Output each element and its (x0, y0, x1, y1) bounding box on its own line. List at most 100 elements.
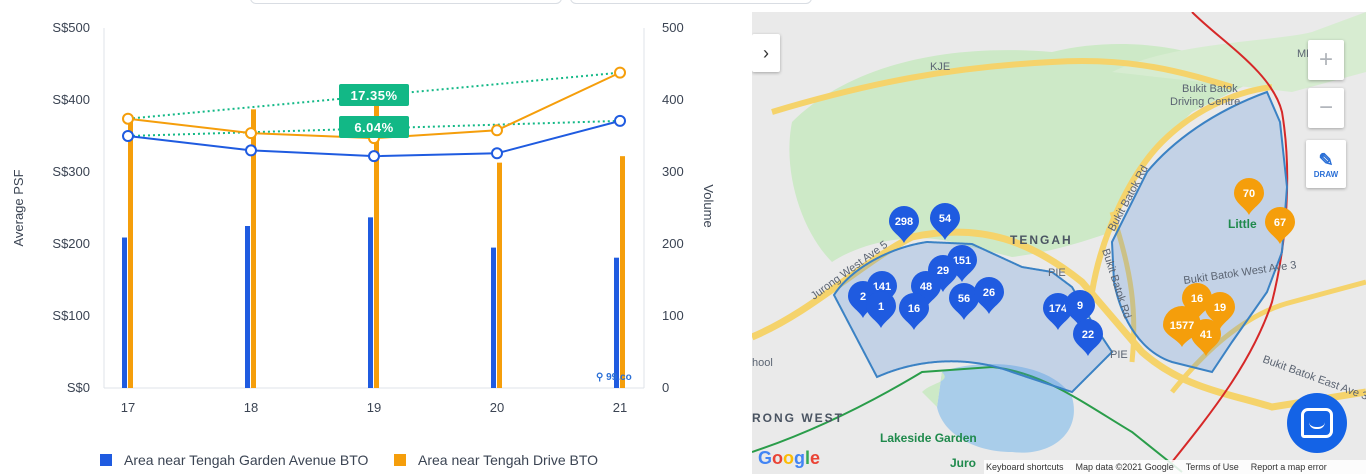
x-tick: 17 (121, 400, 135, 415)
map-pin-count: 41 (1200, 329, 1212, 341)
label-tengah: TENGAH (1010, 233, 1073, 247)
line-point (614, 114, 626, 127)
lake (937, 364, 1074, 453)
legend-item-tengah-drive[interactable]: Area near Tengah Drive BTO (394, 452, 598, 468)
map-pin-count: 16 (908, 303, 920, 315)
bar-garden-avenue (122, 237, 127, 388)
line-point (122, 130, 134, 142)
legend-swatch-orange (394, 454, 406, 466)
draw-button[interactable]: ✎ DRAW (1306, 140, 1346, 188)
map-pin-shape (1191, 319, 1221, 356)
x-tick: 20 (490, 400, 504, 415)
zoom-out-button[interactable]: − (1308, 88, 1344, 128)
map-pin-count: 29 (937, 265, 949, 277)
map-pin-orange[interactable]: 67 (1265, 207, 1295, 244)
road-bukit-batok-2 (1109, 211, 1137, 363)
map-pin-count: 151 (953, 255, 971, 267)
road-east (1170, 279, 1366, 394)
y-axis-title-left: Average PSF (11, 169, 26, 246)
trend-badge-label: 17.35% (350, 88, 397, 103)
label-pie: PIE (1048, 267, 1066, 279)
bar-tengah-drive (497, 162, 502, 388)
map-pin-blue[interactable]: 16 (899, 293, 929, 330)
line-point (245, 144, 257, 157)
chat-button[interactable] (1287, 393, 1347, 453)
map-pin-blue[interactable]: 9 (1065, 290, 1095, 327)
y-tick-left: S$100 (52, 308, 90, 323)
map-pin-count: 174 (1049, 303, 1068, 315)
trend-badge (339, 116, 409, 138)
map-pin-count: 19 (1214, 302, 1226, 314)
keyboard-shortcuts-link[interactable]: Keyboard shortcuts (986, 462, 1064, 472)
legend-swatch-blue (100, 454, 112, 466)
pencil-icon: ✎ (1318, 149, 1334, 170)
map-pin-count: 70 (1243, 188, 1255, 200)
map-pin-shape (1265, 207, 1295, 244)
y-tick-right: 100 (662, 308, 684, 323)
map-pin-shape (930, 203, 960, 240)
y-tick-right: 400 (662, 92, 684, 107)
map-pin-shape (1234, 178, 1264, 215)
map-pin-shape (1073, 319, 1103, 356)
map-pin-count: 1577 (1170, 320, 1194, 332)
bar-garden-avenue (491, 247, 496, 388)
map-pin-count: 26 (983, 287, 995, 299)
mrt-line-green (752, 365, 1183, 473)
map-pin-orange[interactable]: 41 (1191, 319, 1221, 356)
map-pin-count: 141 (873, 281, 891, 293)
map-pin-blue[interactable]: 54 (930, 203, 960, 240)
label-little: Little (1228, 217, 1257, 231)
expand-map-button[interactable]: › (752, 34, 780, 72)
legend-label: Area near Tengah Garden Avenue BTO (124, 452, 369, 468)
map-pin-blue[interactable]: 26 (974, 277, 1004, 314)
trend-badge (339, 84, 409, 106)
label-driving-centre: Driving Centre (1170, 96, 1240, 108)
map-pin-blue[interactable]: 56 (949, 283, 979, 320)
zoom-in-button[interactable]: + (1308, 40, 1344, 80)
map-pin-count: 48 (920, 281, 932, 293)
y-tick-right: 200 (662, 236, 684, 251)
y-tick-left: S$200 (52, 236, 90, 251)
bar-garden-avenue (368, 217, 373, 388)
y-axis-title-right: Volume (701, 184, 716, 227)
y-tick-right: 0 (662, 380, 669, 395)
map-pin-shape (889, 206, 919, 243)
map-pin-count: 16 (1191, 293, 1203, 305)
map-pin-count: 54 (939, 213, 952, 225)
map-canvas[interactable]: KJE TENGAH PIE PIE Bukit Batok Driving C… (752, 12, 1366, 474)
map-panel[interactable]: KJE TENGAH PIE PIE Bukit Batok Driving C… (752, 12, 1366, 474)
line-point (122, 112, 134, 125)
label-lakeside: Lakeside Garden (880, 431, 977, 445)
line-point (245, 127, 257, 140)
label-rong-west: RONG WEST (752, 411, 844, 425)
x-tick: 21 (613, 400, 627, 415)
map-footer: Keyboard shortcuts Map data ©2021 Google… (984, 460, 1366, 474)
bar-garden-avenue (245, 226, 250, 388)
map-pin-blue[interactable]: 1 (866, 291, 896, 328)
road-bukit-batok (1089, 84, 1273, 293)
legend-item-garden-avenue[interactable]: Area near Tengah Garden Avenue BTO (100, 452, 368, 468)
highway-pie (752, 228, 1366, 411)
x-tick: 18 (244, 400, 258, 415)
map-pin-blue[interactable]: 22 (1073, 319, 1103, 356)
map-pin-orange[interactable]: 19 (1205, 292, 1235, 329)
psf-volume-chart: S$0 S$100 S$200 S$300 S$400 S$500 0 100 200 300 40… (11, 20, 716, 415)
bar-tengah-drive (374, 103, 379, 388)
label-kje: KJE (930, 61, 950, 73)
bar-garden-avenue (614, 257, 619, 388)
line-point (491, 147, 503, 160)
location-pin-icon: ⚲ (596, 372, 604, 383)
map-pin-count: 9 (1077, 300, 1083, 312)
highway-kje (771, 58, 1233, 115)
map-pin-shape (974, 277, 1004, 314)
report-map-error-link[interactable]: Report a map error (1250, 462, 1327, 472)
map-pin-orange[interactable]: 70 (1234, 178, 1264, 215)
map-pin-blue[interactable]: 298 (889, 206, 919, 243)
map-pin-shape (1065, 290, 1095, 327)
draw-label: DRAW (1313, 169, 1339, 179)
terms-link[interactable]: Terms of Use (1185, 462, 1239, 472)
label-juro: Juro (950, 456, 976, 470)
trendline (127, 71, 621, 120)
park-area (922, 372, 945, 407)
line-point (368, 150, 380, 163)
